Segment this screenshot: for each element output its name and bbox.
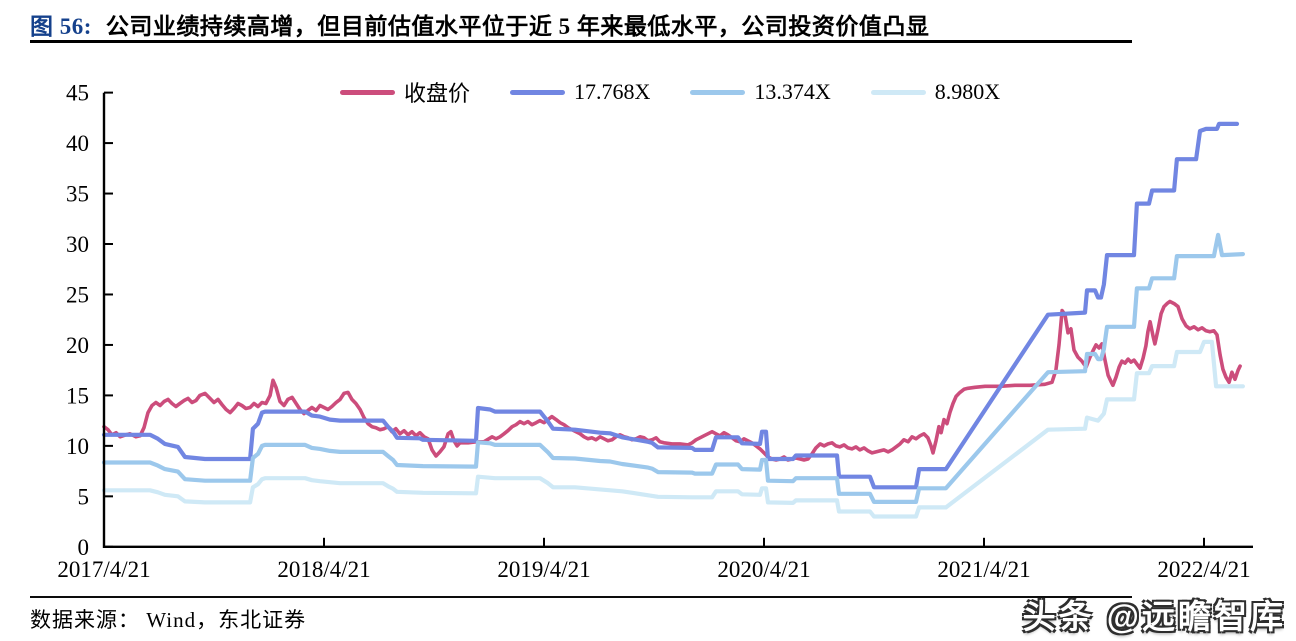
figure-title-row: 图 56: 公司业绩持续高增，但目前估值水平位于近 5 年来最低水平，公司投资价值…	[30, 7, 1140, 41]
y-axis-tick-label: 5	[78, 484, 90, 509]
pe-8-980x-line-swatch	[870, 89, 926, 95]
legend-item-pe-13-374x: 13.374X	[690, 79, 831, 105]
axes: 0 5 10 15 20 25 30 35 40 45 2017/4/21 2018/4/21 2019…	[57, 81, 1253, 582]
footer-separator-line	[30, 596, 1132, 598]
legend-label: 17.768X	[574, 79, 651, 104]
x-axis-tick-label: 2018/4/21	[277, 557, 370, 582]
y-axis-tick-label: 30	[66, 232, 89, 257]
x-axis-tick-label: 2022/4/21	[1157, 557, 1250, 582]
x-axis-tick-label: 2019/4/21	[497, 557, 590, 582]
pe-band-chart-canvas: 0 5 10 15 20 25 30 35 40 45 2017/4/21 2018/4/21 2019…	[57, 81, 1253, 582]
y-axis-tick-label: 40	[66, 131, 89, 156]
y-axis-tick-label: 25	[66, 282, 89, 307]
y-axis-tick-label: 45	[66, 81, 89, 106]
watermark: 头条 @远瞻智库	[1022, 598, 1286, 635]
pe-band-chart: 0 5 10 15 20 25 30 35 40 45 2017/4/21 2018/4/21 2019…	[57, 81, 1253, 582]
x-axis-tick-label: 2021/4/21	[937, 557, 1030, 582]
y-axis-tick-label: 0	[78, 535, 90, 560]
pe-17-768x-line-swatch	[510, 89, 566, 95]
legend-item-pe-8-980x: 8.980X	[870, 79, 1001, 105]
legend-item-pe-17-768x: 17.768X	[510, 79, 650, 105]
legend-item-close-price: 收盘价	[340, 76, 470, 108]
figure-title: 公司业绩持续高增，但目前估值水平位于近 5 年来最低水平，公司投资价值凸显	[105, 14, 930, 39]
y-axis-tick-label: 20	[66, 333, 89, 358]
figure-number-label: 图 56:	[30, 14, 92, 39]
pe-8-980x-line	[101, 339, 1246, 519]
close-price-line	[102, 299, 1242, 462]
y-axis-tick-label: 10	[66, 434, 89, 459]
y-axis-tick-label: 15	[66, 383, 89, 408]
y-axis-tick-label: 35	[66, 182, 89, 207]
pe-13-374x-line-swatch	[690, 89, 746, 95]
legend-label: 收盘价	[404, 81, 471, 106]
pe-17-768x-line	[101, 121, 1240, 490]
legend-label: 8.980X	[934, 79, 1001, 104]
chart-legend: 收盘价 17.768X 13.374X 8.980X	[340, 76, 1000, 108]
close-price-line-swatch	[340, 89, 395, 95]
data-source-text: 数据来源： Wind，东北证券	[30, 608, 307, 632]
legend-label: 13.374X	[754, 79, 831, 104]
x-axis-tick-label: 2017/4/21	[57, 557, 150, 582]
pe-13-374x-line	[101, 232, 1246, 504]
series-lines	[101, 121, 1246, 519]
x-axis-tick-label: 2020/4/21	[717, 557, 810, 582]
title-underline	[30, 40, 1132, 43]
